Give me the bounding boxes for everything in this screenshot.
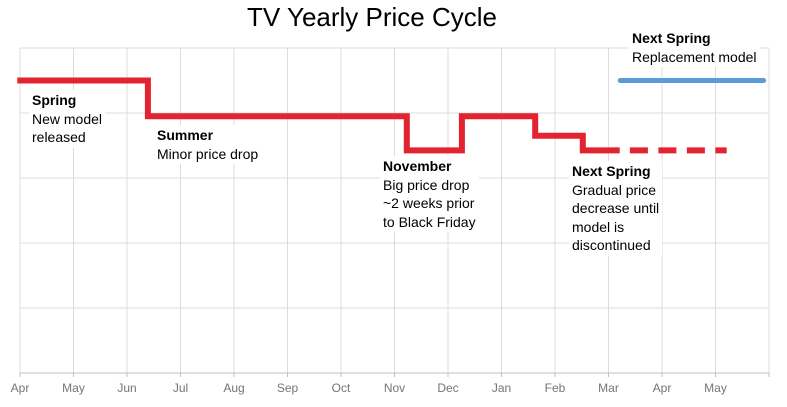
x-axis-label: Jan <box>492 381 511 395</box>
annotation-body: Big price drop ~2 weeks prior to Black F… <box>383 176 476 230</box>
annotation-body: Minor price drop <box>157 145 259 162</box>
chart-title: TV Yearly Price Cycle <box>247 2 497 32</box>
annotation-spring: Spring New model released <box>29 90 106 148</box>
annotation-heading: November <box>383 158 452 174</box>
annotation-heading: Next Spring <box>632 30 711 46</box>
annotation-heading: Summer <box>157 127 214 143</box>
x-axis-label: Jun <box>117 381 136 395</box>
annotation-november: November Big price drop ~2 weeks prior t… <box>380 156 479 232</box>
x-axis-label: Apr <box>653 381 672 395</box>
x-axis-label: May <box>704 381 727 395</box>
x-axis-label: Aug <box>223 381 244 395</box>
annotation-heading: Next Spring <box>572 163 651 179</box>
x-axis-label: Apr <box>11 381 30 395</box>
annotation-body: New model released <box>32 110 103 146</box>
x-axis-label: Oct <box>332 381 351 395</box>
x-axis-label: Dec <box>437 381 458 395</box>
annotation-body: Replacement model <box>632 48 757 65</box>
x-axis-label: Mar <box>598 381 619 395</box>
x-axis-label: May <box>62 381 85 395</box>
x-axis-label: Sep <box>277 381 299 395</box>
annotation-heading: Spring <box>32 92 77 108</box>
x-axis-label: Nov <box>384 381 405 395</box>
annotation-summer: Summer Minor price drop <box>154 125 262 164</box>
x-axis-label: Jul <box>173 381 188 395</box>
annotation-next-spring-discontinued: Next Spring Gradual price decrease until… <box>569 161 663 256</box>
price-line <box>17 77 620 154</box>
annotation-body: Gradual price decrease until model is di… <box>572 181 660 254</box>
x-axis-label: Feb <box>545 381 566 395</box>
annotation-next-spring-replacement: Next Spring Replacement model <box>629 28 760 67</box>
